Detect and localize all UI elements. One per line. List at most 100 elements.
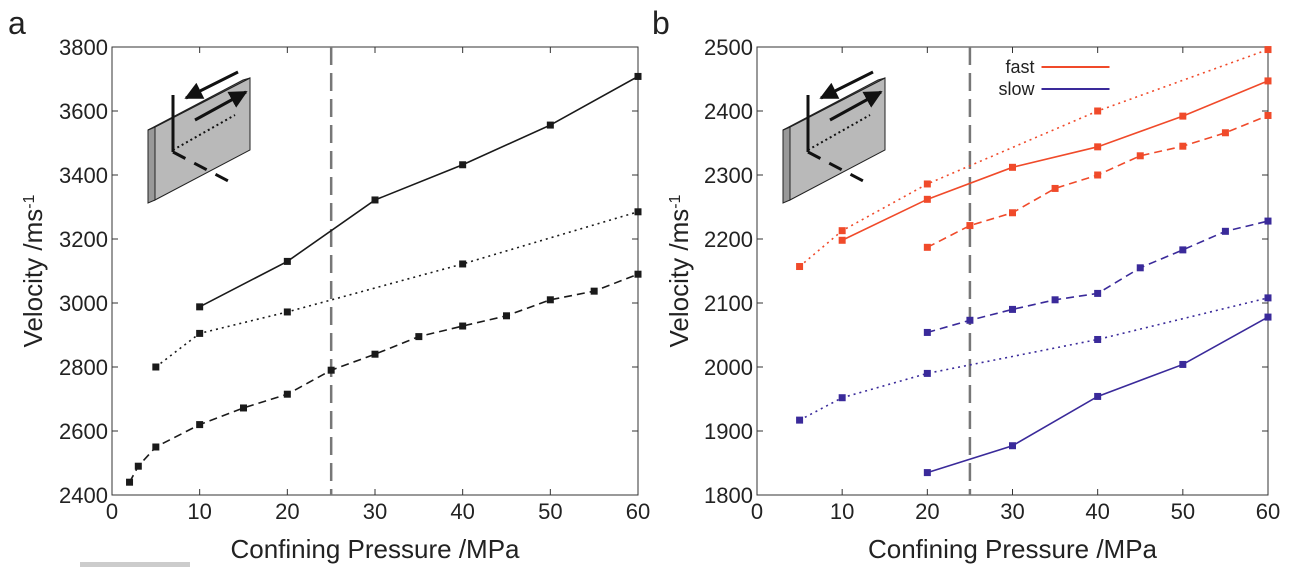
- data-point: [1094, 143, 1102, 151]
- data-point: [196, 329, 204, 337]
- series-line: [155, 211, 639, 368]
- y-tick-label: 1900: [704, 419, 753, 444]
- data-point: [796, 263, 804, 271]
- data-point: [1264, 46, 1272, 54]
- data-point: [634, 270, 642, 278]
- x-tick-label: 10: [187, 499, 211, 524]
- data-point: [1179, 112, 1187, 120]
- y-axis-label-text: Velocity /ms: [664, 209, 694, 348]
- series-line: [927, 220, 1269, 334]
- data-point: [1009, 305, 1016, 313]
- data-point: [1094, 107, 1102, 115]
- data-point: [1136, 264, 1144, 272]
- data-point: [283, 390, 291, 398]
- panel-label: a: [8, 5, 26, 41]
- y-tick-label: 3400: [59, 163, 108, 188]
- data-point: [1009, 442, 1016, 450]
- y-tick-label: 2500: [704, 35, 753, 60]
- x-axis-label: Confining Pressure /MPa: [868, 534, 1158, 564]
- y-tick-label: 3000: [59, 291, 108, 316]
- data-point: [796, 416, 804, 424]
- data-point: [459, 161, 467, 169]
- series-line: [799, 297, 1269, 421]
- y-tick-label: 3600: [59, 99, 108, 124]
- data-point: [283, 257, 291, 265]
- y-tick-label: 2800: [59, 355, 108, 380]
- data-point: [503, 312, 510, 320]
- data-point: [923, 469, 931, 477]
- y-tick-label: 2300: [704, 163, 753, 188]
- data-point: [327, 366, 335, 374]
- x-tick-label: 40: [450, 499, 474, 524]
- x-axis-label: Confining Pressure /MPa: [230, 534, 520, 564]
- data-point: [838, 227, 846, 235]
- x-tick-label: 60: [1256, 499, 1280, 524]
- x-tick-label: 40: [1085, 499, 1109, 524]
- data-point: [1264, 217, 1272, 225]
- data-point: [1009, 209, 1016, 217]
- data-point: [590, 287, 598, 295]
- data-point: [1221, 129, 1229, 137]
- y-tick-label: 2400: [704, 99, 753, 124]
- data-point: [1264, 77, 1272, 85]
- data-point: [966, 222, 974, 230]
- x-tick-label: 60: [626, 499, 650, 524]
- data-point: [1264, 313, 1272, 321]
- data-point: [838, 394, 846, 402]
- x-tick-label: 20: [275, 499, 299, 524]
- data-point: [546, 121, 554, 129]
- x-tick-label: 0: [106, 499, 118, 524]
- data-point: [134, 462, 142, 470]
- data-point: [1179, 142, 1187, 150]
- series-line: [926, 114, 1269, 249]
- data-point: [240, 404, 247, 412]
- legend-label: slow: [998, 79, 1035, 99]
- data-point: [1264, 111, 1272, 119]
- data-point: [1179, 360, 1187, 368]
- y-axis-label-text: Velocity /ms: [18, 209, 48, 348]
- data-point: [459, 322, 467, 330]
- data-point: [838, 236, 846, 244]
- x-tick-label: 30: [1000, 499, 1024, 524]
- data-point: [1094, 171, 1102, 179]
- data-point: [371, 196, 379, 204]
- data-point: [923, 328, 931, 336]
- x-tick-label: 30: [363, 499, 387, 524]
- data-point: [1094, 392, 1102, 400]
- y-axis-label-superscript: -1: [667, 194, 684, 208]
- data-point: [1179, 246, 1187, 254]
- data-point: [634, 208, 642, 216]
- data-point: [459, 260, 467, 268]
- data-point: [923, 243, 931, 251]
- series-line: [799, 48, 1269, 268]
- data-point: [923, 369, 931, 377]
- data-point: [283, 308, 291, 316]
- data-point: [126, 478, 134, 486]
- x-tick-label: 10: [830, 499, 854, 524]
- y-tick-label: 2100: [704, 291, 753, 316]
- panel-label: b: [652, 5, 670, 41]
- series-line: [128, 273, 639, 483]
- y-axis-label: Velocity /ms-1: [18, 194, 48, 347]
- legend-label: fast: [1005, 57, 1034, 77]
- data-point: [1136, 152, 1144, 160]
- y-tick-label: 3200: [59, 227, 108, 252]
- data-point: [152, 363, 160, 371]
- data-point: [923, 180, 931, 188]
- data-point: [1264, 294, 1272, 302]
- data-point: [1094, 289, 1102, 297]
- y-tick-label: 2400: [59, 483, 108, 508]
- data-point: [371, 350, 379, 358]
- data-point: [152, 443, 160, 451]
- y-tick-label: 2600: [59, 419, 108, 444]
- data-point: [1094, 335, 1102, 343]
- y-axis-label: Velocity /ms-1: [664, 194, 694, 347]
- data-point: [1051, 296, 1059, 304]
- y-axis-label-superscript: -1: [21, 194, 38, 208]
- y-tick-label: 2000: [704, 355, 753, 380]
- data-point: [1221, 227, 1229, 235]
- y-tick-label: 1800: [704, 483, 753, 508]
- data-point: [196, 303, 204, 311]
